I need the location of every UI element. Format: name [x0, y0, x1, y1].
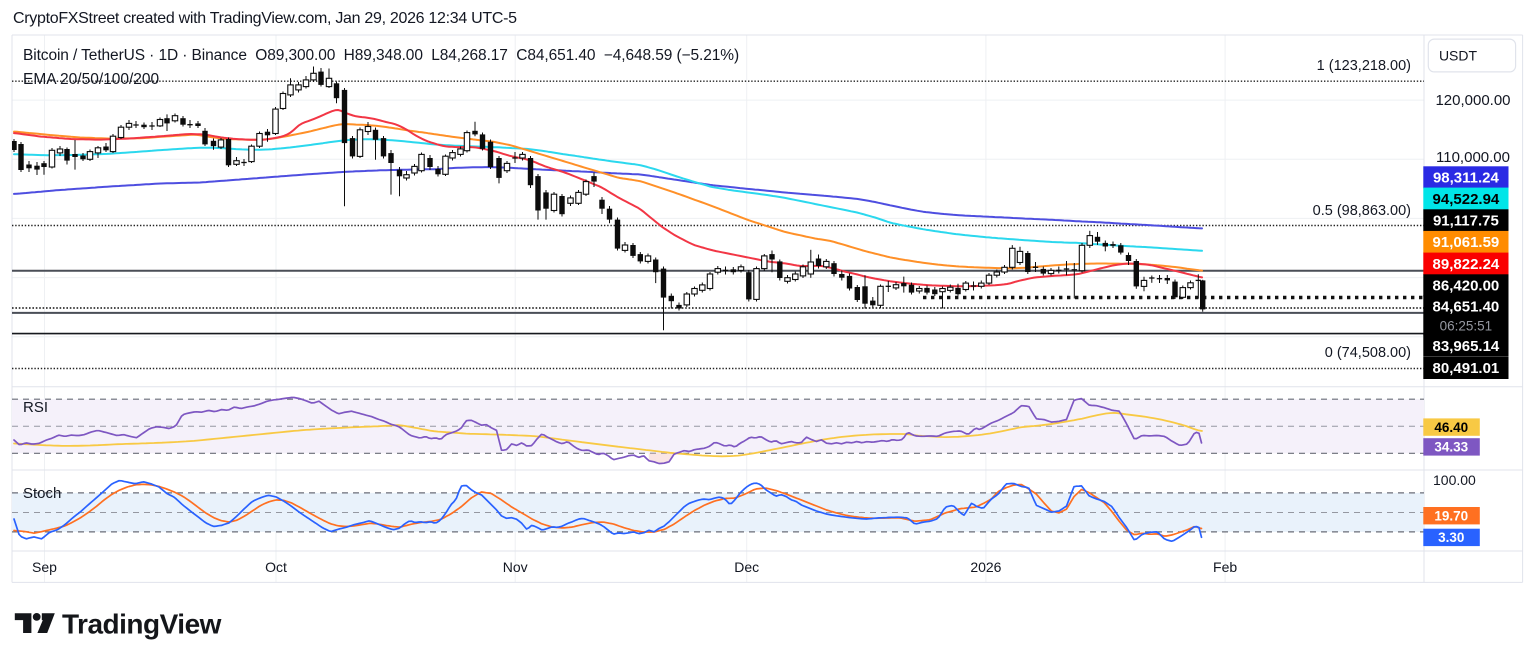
svg-text:EMA 20/50/100/200: EMA 20/50/100/200 — [23, 71, 160, 88]
svg-text:RSI: RSI — [23, 399, 48, 416]
svg-text:0 (74,508.00): 0 (74,508.00) — [1325, 345, 1411, 361]
svg-text:Sep: Sep — [32, 559, 57, 575]
svg-text:94,522.94: 94,522.94 — [1433, 191, 1500, 208]
svg-text:84,651.40: 84,651.40 — [1433, 299, 1500, 316]
svg-text:3.30: 3.30 — [1438, 530, 1464, 545]
svg-text:120,000.00: 120,000.00 — [1435, 92, 1510, 109]
svg-text:0.5 (98,863.00): 0.5 (98,863.00) — [1313, 203, 1411, 219]
svg-text:110,000.00: 110,000.00 — [1436, 149, 1510, 166]
svg-text:91,061.59: 91,061.59 — [1433, 234, 1500, 251]
svg-text:Feb: Feb — [1213, 559, 1237, 575]
svg-text:80,491.01: 80,491.01 — [1433, 360, 1500, 377]
svg-text:Nov: Nov — [503, 559, 528, 575]
svg-text:91,117.75: 91,117.75 — [1433, 213, 1499, 230]
svg-text:06:25:51: 06:25:51 — [1440, 319, 1493, 334]
svg-text:86,420.00: 86,420.00 — [1433, 278, 1500, 295]
svg-text:100.00: 100.00 — [1433, 472, 1476, 488]
svg-text:USDT: USDT — [1439, 48, 1478, 64]
svg-text:89,822.24: 89,822.24 — [1433, 256, 1500, 273]
svg-text:2026: 2026 — [970, 559, 1001, 575]
svg-text:1 (123,218.00): 1 (123,218.00) — [1317, 58, 1411, 74]
svg-text:Stoch: Stoch — [23, 485, 61, 502]
svg-text:Oct: Oct — [265, 559, 287, 575]
svg-text:34.33: 34.33 — [1434, 440, 1468, 455]
svg-text:Bitcoin / TetherUS · 1D · Bina: Bitcoin / TetherUS · 1D · Binance O89,30… — [23, 47, 739, 64]
svg-text:19.70: 19.70 — [1434, 509, 1468, 524]
svg-text:46.40: 46.40 — [1434, 420, 1468, 435]
svg-text:TradingView: TradingView — [62, 609, 222, 640]
svg-text:83,965.14: 83,965.14 — [1433, 338, 1500, 355]
svg-text:Dec: Dec — [734, 559, 759, 575]
svg-text:98,311.24: 98,311.24 — [1433, 170, 1500, 187]
